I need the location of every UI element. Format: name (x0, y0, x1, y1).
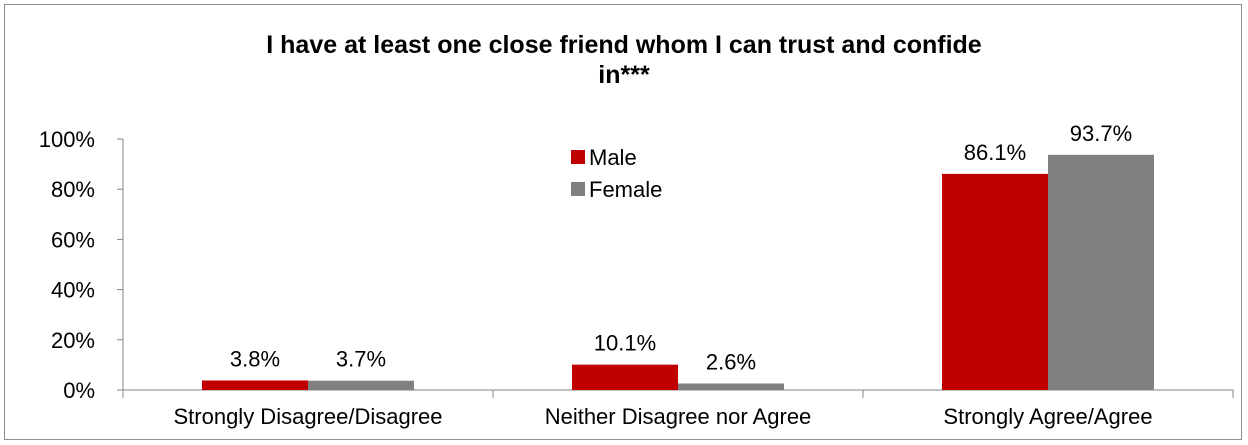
y-tick-label: 40% (51, 278, 95, 303)
y-tick-label: 0% (63, 378, 95, 403)
bar-male (202, 380, 308, 390)
legend-label-female: Female (589, 177, 662, 202)
chart-axes: 0% 20% 40% 60% 80% 100% Strongly Disagree/Disa… (39, 127, 1234, 429)
data-label: 93.7% (1070, 121, 1132, 146)
bar-male (942, 173, 1048, 390)
data-label: 3.8% (230, 346, 280, 371)
y-tick-label: 80% (51, 177, 95, 202)
y-tick-label: 100% (39, 127, 95, 152)
chart-title-line-1: I have at least one close friend whom I … (266, 31, 982, 59)
bar-female (308, 380, 414, 390)
bar-male (572, 364, 678, 390)
legend-swatch-female (571, 182, 585, 196)
data-label: 3.7% (336, 347, 386, 372)
chart-title-line-2: in*** (598, 61, 650, 89)
data-label: 10.1% (594, 331, 656, 356)
legend-swatch-male (571, 150, 585, 164)
x-tick-label: Neither Disagree nor Agree (545, 404, 812, 429)
y-tick-label: 20% (51, 328, 95, 353)
chart-bars (202, 154, 1154, 390)
data-label: 86.1% (964, 140, 1026, 165)
x-tick-label: Strongly Disagree/Disagree (173, 404, 442, 429)
legend-label-male: Male (589, 145, 637, 170)
chart-title: I have at least one close friend whom I … (0, 30, 1248, 90)
chart-legend: Male Female (571, 145, 662, 202)
chart-data-labels: 3.8% 10.1% 86.1% 3.7% 2.6% 93.7% (230, 121, 1132, 375)
data-label: 2.6% (706, 349, 756, 374)
bar-female (1048, 154, 1154, 390)
y-tick-label: 60% (51, 227, 95, 252)
bar-female (678, 383, 784, 390)
x-tick-label: Strongly Agree/Agree (943, 404, 1152, 429)
